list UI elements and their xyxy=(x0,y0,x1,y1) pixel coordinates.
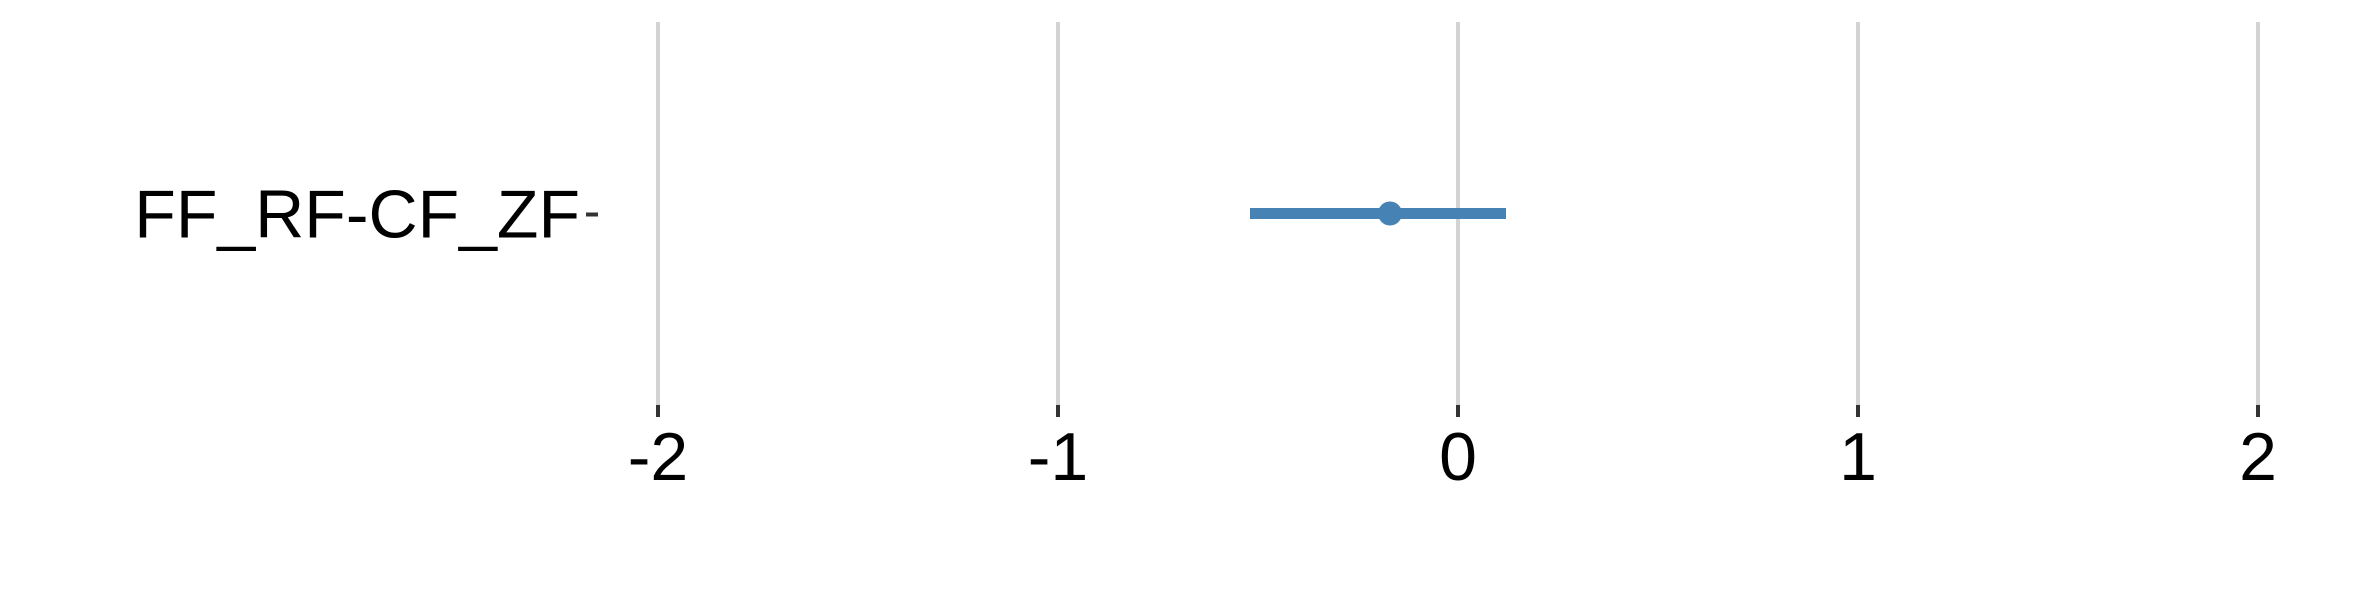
x-tick-label: 2 xyxy=(2239,419,2277,495)
point-estimate xyxy=(1378,201,1402,226)
x-axis: -2 -1 0 1 2 xyxy=(628,405,2277,495)
x-tick-label: -1 xyxy=(1028,419,1088,495)
x-tick-label: 1 xyxy=(1839,419,1877,495)
x-tick-label: 0 xyxy=(1439,419,1477,495)
y-axis: FF_RF-CF_ZF xyxy=(134,177,598,253)
x-tick-label: -2 xyxy=(628,419,688,495)
category-label: FF_RF-CF_ZF xyxy=(134,177,580,253)
plot-marks xyxy=(1250,201,1506,226)
